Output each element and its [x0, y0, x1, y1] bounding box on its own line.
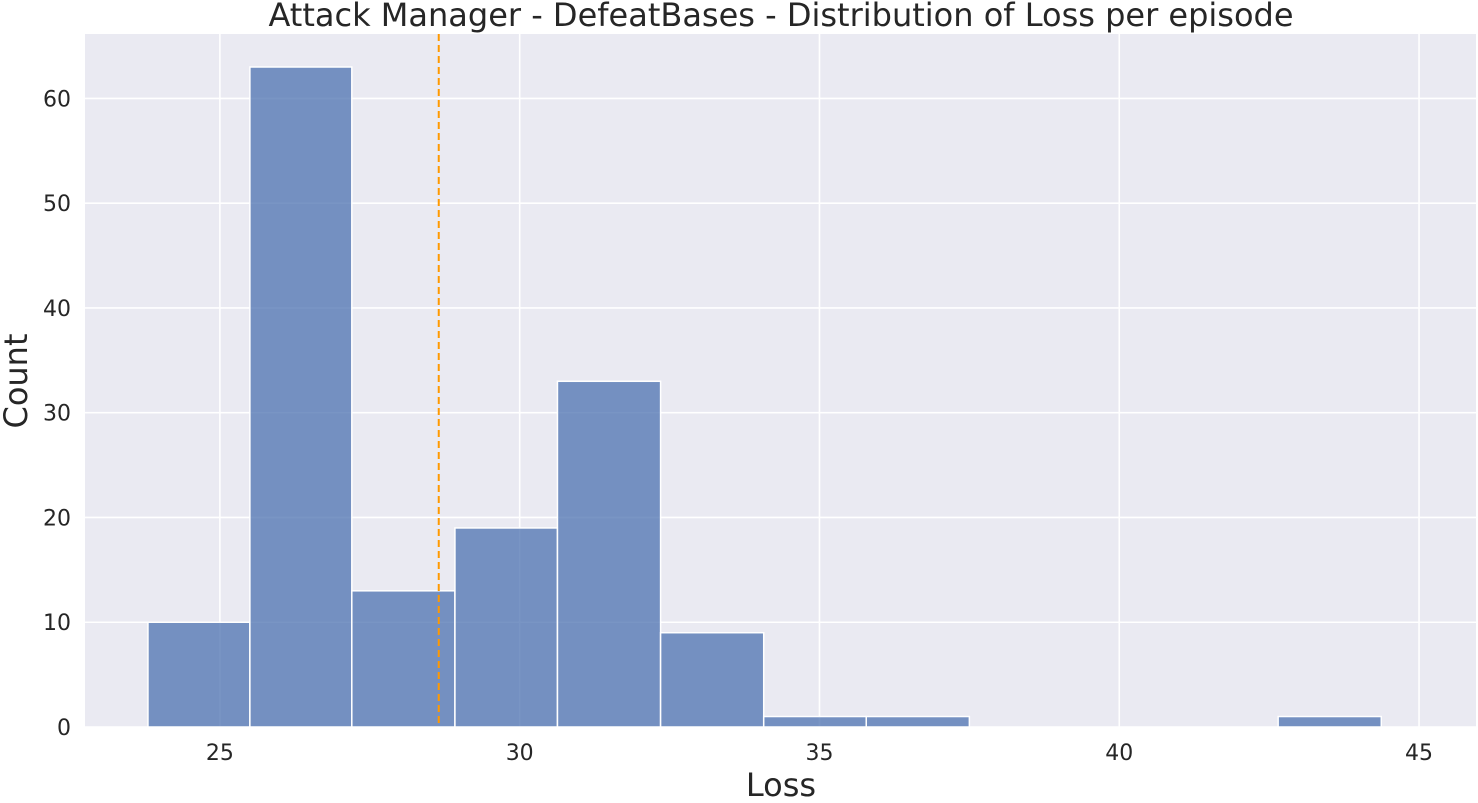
histogram-bar	[454, 527, 559, 728]
y-tick-label: 50	[43, 192, 71, 217]
x-tick-label: 40	[1105, 741, 1133, 766]
histogram-bar	[762, 715, 867, 728]
histogram-bar	[865, 715, 971, 728]
y-tick-label: 20	[43, 506, 71, 531]
histogram-bar	[147, 621, 251, 728]
x-tick-label: 35	[805, 741, 833, 766]
y-tick-label: 40	[43, 297, 71, 322]
histogram-bar	[249, 66, 353, 728]
histogram-bar	[351, 590, 456, 728]
histogram-bars	[147, 66, 1383, 728]
x-axis-label: Loss	[746, 766, 816, 803]
y-tick-label: 30	[43, 402, 71, 427]
histogram-bar	[659, 631, 765, 728]
y-tick-label: 0	[57, 716, 71, 741]
y-axis-label: Count	[0, 333, 35, 428]
histogram-bar	[556, 380, 662, 728]
chart-title: Attack Manager - DefeatBases - Distribut…	[268, 0, 1293, 34]
y-tick-label: 60	[43, 87, 71, 112]
y-tick-label: 10	[43, 611, 71, 636]
x-tick-label: 25	[206, 741, 234, 766]
histogram-bar	[1277, 715, 1383, 728]
x-tick-label: 45	[1405, 741, 1433, 766]
tick-labels: 25 30 35 40 45 0 10 20 30 40 50 60	[43, 87, 1433, 766]
x-tick-label: 30	[506, 741, 534, 766]
